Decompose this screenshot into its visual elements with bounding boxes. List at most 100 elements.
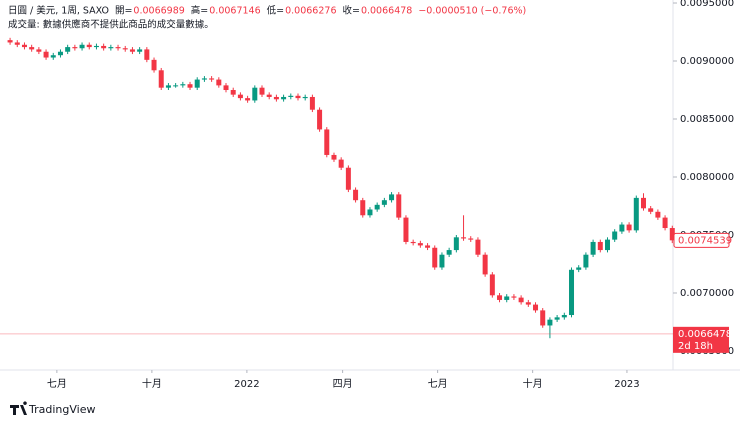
field-value: 0.0066989 — [133, 6, 184, 17]
candle-body — [381, 200, 387, 205]
candle-body — [461, 237, 467, 239]
candle-body — [489, 274, 495, 296]
candle-body — [122, 48, 128, 50]
candle-body — [569, 269, 575, 316]
candle-body — [57, 51, 63, 56]
candle-body — [180, 84, 186, 86]
candle-body — [367, 209, 373, 216]
candle-body — [662, 217, 668, 229]
candle-body — [446, 250, 452, 255]
x-tick-label: 十月 — [523, 377, 543, 390]
candle-body — [14, 42, 20, 45]
candle-body — [29, 47, 35, 50]
candle-body — [108, 47, 114, 49]
ohlc-fields: 開= 0.0066989 高= 0.0067146 低= 0.0066276 收= 0.006… — [115, 5, 526, 17]
field-label: 高= — [191, 5, 208, 17]
candle-body — [482, 254, 488, 275]
symbol: 日圓 / 美元, 1周, SAXO — [8, 5, 109, 17]
y-tick-label: 0.0090000 — [680, 56, 734, 67]
candle-body — [360, 200, 366, 216]
candle-body — [194, 79, 200, 88]
candle-body — [209, 78, 215, 80]
candle-body — [151, 59, 157, 71]
candle-body — [475, 239, 481, 255]
plot: 0.0095000 0.0090000 0.0085000 0.0080000 0.00… — [7, 0, 734, 390]
candle-body — [21, 44, 27, 48]
candle-body — [115, 47, 121, 49]
logo: TradingView — [10, 401, 95, 416]
candle-body — [237, 94, 243, 99]
candle-body — [165, 85, 171, 88]
candle-body — [583, 254, 589, 268]
field-value: 0.0066276 — [285, 6, 336, 17]
y-tick-label: 0.0070000 — [680, 288, 734, 299]
field-label: 低= — [267, 5, 284, 17]
candle-body — [425, 245, 431, 248]
candle-body — [273, 96, 279, 100]
candle-body — [669, 228, 675, 241]
candle-body — [396, 194, 402, 218]
x-tick-label: 四月 — [333, 378, 353, 390]
x-tick-label: 2023 — [614, 379, 639, 390]
candle-body — [331, 154, 337, 160]
candle-body — [453, 237, 459, 251]
candle-body — [50, 55, 56, 58]
logo-mark — [10, 401, 27, 415]
candle-body — [417, 243, 423, 246]
candle-body — [597, 241, 603, 251]
candle-body — [223, 85, 229, 91]
candle-body — [79, 44, 85, 49]
candle-body — [633, 197, 639, 231]
candle-body — [324, 129, 330, 155]
candle-body — [173, 85, 179, 87]
candle-body — [230, 90, 236, 95]
candle-body — [101, 45, 107, 49]
candle-body — [158, 70, 164, 88]
candle-body — [547, 319, 553, 326]
candle-body — [245, 98, 251, 101]
x-tick-label: 七月 — [428, 378, 448, 390]
field-value: 0.0066478 — [361, 6, 412, 17]
x-tick-label: 七月 — [47, 378, 67, 390]
candle-body — [590, 241, 596, 255]
candle-body — [561, 315, 567, 318]
candle-body — [655, 211, 661, 218]
field-value: 0.0067146 — [209, 6, 260, 17]
candle-body — [7, 40, 13, 43]
candle-body — [259, 87, 265, 95]
candle-body — [266, 94, 272, 97]
candle-body — [533, 304, 539, 311]
close-label: 0.0074539 — [678, 235, 732, 246]
candle-body — [648, 208, 654, 212]
candle-body — [129, 49, 135, 52]
candle-body — [439, 254, 445, 268]
candle-body — [288, 95, 294, 97]
x-tick-label: 十月 — [142, 377, 162, 390]
candle-body — [619, 224, 625, 232]
candle-body — [309, 96, 315, 110]
candle-body — [338, 159, 344, 168]
candle-body — [554, 317, 560, 320]
candle-body — [410, 241, 416, 244]
field-label: 收= — [342, 5, 359, 17]
candle-body — [604, 239, 610, 251]
y-tick-label: 0.0080000 — [680, 172, 734, 183]
y-tick-label: 0.0085000 — [680, 114, 734, 125]
candle-body — [525, 302, 531, 305]
candle-body — [295, 95, 301, 99]
candle-body — [144, 49, 150, 60]
candle-body — [281, 96, 287, 100]
candle-body — [302, 96, 308, 99]
price-label-box — [673, 326, 729, 353]
price-label: 0.0066478 — [678, 329, 732, 340]
candle-body — [612, 231, 618, 240]
candle-body — [540, 310, 546, 326]
change: −0.0000510 (−0.76%) — [418, 6, 526, 17]
candle-body — [86, 44, 92, 48]
volume-note: 成交量: 數據供應商不提供此商品的成交量數據。 — [8, 19, 214, 31]
candle-body — [468, 238, 474, 240]
candle-body — [137, 49, 143, 52]
candle-body — [353, 189, 359, 201]
